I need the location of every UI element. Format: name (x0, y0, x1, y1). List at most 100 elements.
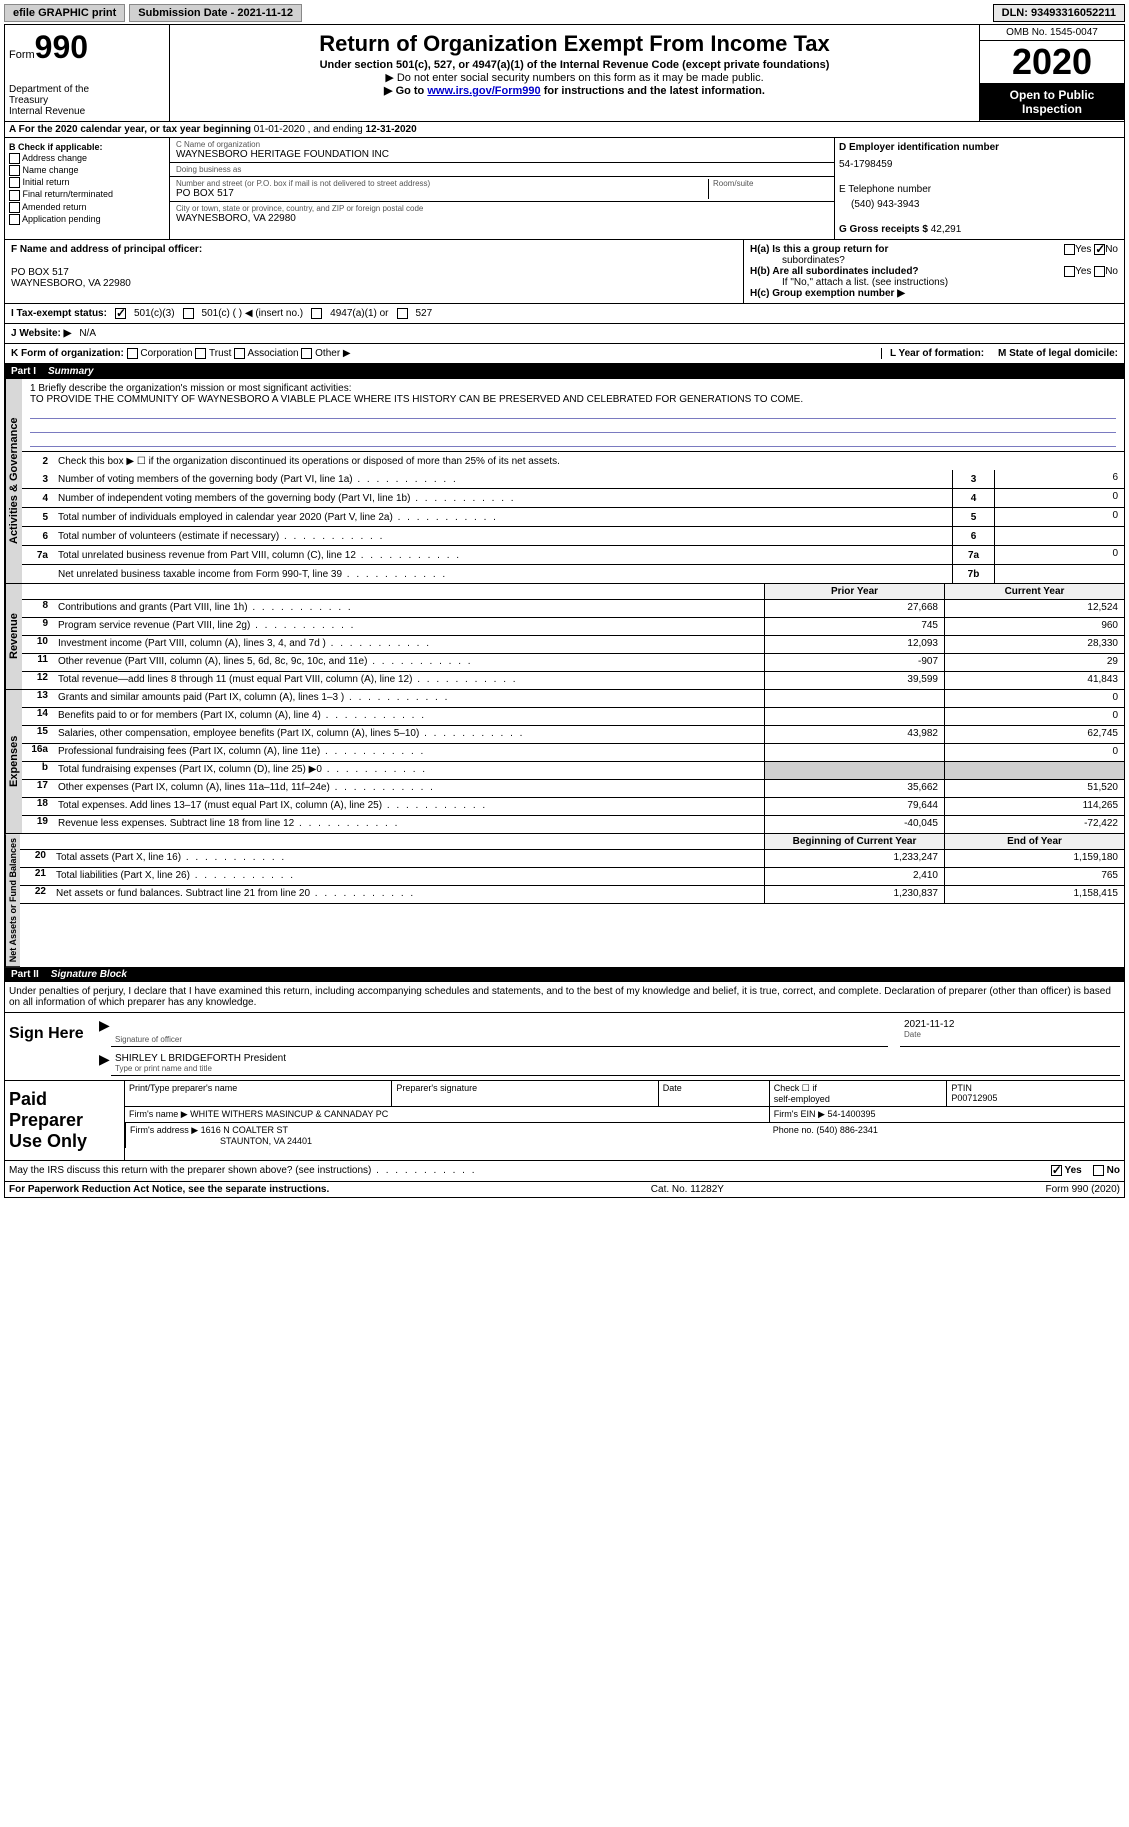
gov-row: 4 Number of independent voting members o… (22, 489, 1124, 508)
row-num: 12 (22, 672, 54, 689)
dept-line-1: Department of the (9, 84, 165, 95)
cb-hb-no[interactable] (1094, 266, 1105, 277)
row-val: 6 (994, 470, 1124, 488)
dept-line-3: Internal Revenue (9, 106, 165, 117)
row-current: 29 (944, 654, 1124, 671)
row-prior: 43,982 (764, 726, 944, 743)
irs-link[interactable]: www.irs.gov/Form990 (427, 85, 540, 97)
f-label: F Name and address of principal officer: (11, 244, 202, 255)
row-num: 18 (22, 798, 54, 815)
row-desc: Other revenue (Part VIII, column (A), li… (54, 654, 764, 671)
firm-ein-value: 54-1400395 (827, 1109, 875, 1119)
col-prior-year: Prior Year (764, 584, 944, 599)
row-current: 114,265 (944, 798, 1124, 815)
cb-ha-yes[interactable] (1064, 244, 1075, 255)
cb-hb-yes[interactable] (1064, 266, 1075, 277)
opt-other: Other ▶ (315, 348, 350, 359)
cb-association[interactable] (234, 348, 245, 359)
gov-row: 3 Number of voting members of the govern… (22, 470, 1124, 489)
row-num: 7a (22, 550, 54, 561)
cb-501c3[interactable] (115, 308, 126, 319)
cb-address-change[interactable] (9, 153, 20, 164)
row-current: 51,520 (944, 780, 1124, 797)
officer-line-1: PO BOX 517 (11, 267, 737, 278)
cb-initial-return[interactable] (9, 177, 20, 188)
cb-name-change[interactable] (9, 165, 20, 176)
opt-501c3: 501(c)(3) (134, 308, 175, 319)
gov-row: Net unrelated business taxable income fr… (22, 565, 1124, 584)
hb-label: H(b) Are all subordinates included? (750, 266, 919, 277)
row-desc: Total assets (Part X, line 16) (52, 850, 764, 867)
row-box: 5 (952, 508, 994, 526)
cb-4947[interactable] (311, 308, 322, 319)
col-current-year: Current Year (944, 584, 1124, 599)
row-desc: Salaries, other compensation, employee b… (54, 726, 764, 743)
cb-other[interactable] (301, 348, 312, 359)
dba-label: Doing business as (176, 165, 828, 174)
cb-ha-no[interactable] (1094, 244, 1105, 255)
row-num: 6 (22, 531, 54, 542)
row-prior: 79,644 (764, 798, 944, 815)
row-current: 960 (944, 618, 1124, 635)
opt-4947: 4947(a)(1) or (330, 308, 388, 319)
fin-row: 22 Net assets or fund balances. Subtract… (20, 886, 1124, 904)
cb-discuss-yes[interactable] (1051, 1165, 1062, 1176)
part-1-title: Summary (48, 366, 94, 377)
prep-h4a: Check ☐ if (774, 1083, 817, 1093)
section-f-officer: F Name and address of principal officer:… (5, 240, 744, 303)
form-of-org-row: K Form of organization: Corporation Trus… (5, 344, 1124, 364)
fin-row: 14 Benefits paid to or for members (Part… (22, 708, 1124, 726)
row-box: 6 (952, 527, 994, 545)
row-prior: 35,662 (764, 780, 944, 797)
row-current: 28,330 (944, 636, 1124, 653)
row-num: 21 (20, 868, 52, 885)
row-prior: 1,233,247 (764, 850, 944, 867)
submission-date-label: Submission Date - (138, 7, 237, 19)
ha-no-label: No (1105, 244, 1118, 255)
hb-yes-label: Yes (1075, 266, 1091, 277)
tax-exempt-status-row: I Tax-exempt status: 501(c)(3) 501(c) ( … (5, 304, 1124, 324)
submission-date-value: 2021-11-12 (237, 7, 293, 19)
ha-label-2: subordinates? (782, 255, 845, 266)
row-prior: 12,093 (764, 636, 944, 653)
row-desc: Investment income (Part VIII, column (A)… (54, 636, 764, 653)
row-num: 5 (22, 512, 54, 523)
cb-corporation[interactable] (127, 348, 138, 359)
period-end: 12-31-2020 (366, 124, 417, 135)
firm-addr-1: 1616 N COALTER ST (201, 1125, 288, 1135)
fin-row: 10 Investment income (Part VIII, column … (22, 636, 1124, 654)
cb-amended-return[interactable] (9, 202, 20, 213)
opt-final-return: Final return/terminated (23, 189, 114, 199)
row-num: 15 (22, 726, 54, 743)
hb-note: If "No," attach a list. (see instruction… (782, 277, 1118, 288)
firm-ein-label: Firm's EIN ▶ (774, 1109, 825, 1119)
sig-arrow-icon-2: ▶ (99, 1051, 110, 1068)
efile-print-button[interactable]: efile GRAPHIC print (4, 4, 125, 22)
fin-row: 18 Total expenses. Add lines 13–17 (must… (22, 798, 1124, 816)
row-prior (764, 708, 944, 725)
cb-trust[interactable] (195, 348, 206, 359)
prep-h5: PTIN (951, 1083, 972, 1093)
period-begin: 01-01-2020 (254, 124, 305, 135)
mission-text: TO PROVIDE THE COMMUNITY OF WAYNESBORO A… (30, 394, 1116, 405)
row-desc: Total revenue—add lines 8 through 11 (mu… (54, 672, 764, 689)
row-num: 10 (22, 636, 54, 653)
dln-box: DLN: 93493316052211 (993, 4, 1125, 22)
submission-date-button[interactable]: Submission Date - 2021-11-12 (129, 4, 302, 22)
city-label: City or town, state or province, country… (176, 204, 828, 213)
dept-line-2: Treasury (9, 95, 165, 106)
row-desc: Total fundraising expenses (Part IX, col… (54, 762, 764, 779)
cb-final-return[interactable] (9, 190, 20, 201)
row-current: 41,843 (944, 672, 1124, 689)
cb-527[interactable] (397, 308, 408, 319)
form-id-block: Form990 Department of the Treasury Inter… (5, 25, 170, 121)
row-current: 12,524 (944, 600, 1124, 617)
row-num: 9 (22, 618, 54, 635)
cb-discuss-no[interactable] (1093, 1165, 1104, 1176)
cb-501c[interactable] (183, 308, 194, 319)
cb-application-pending[interactable] (9, 214, 20, 225)
opt-address-change: Address change (22, 153, 87, 163)
officer-name: SHIRLEY L BRIDGEFORTH President (115, 1053, 1116, 1064)
row-desc: Benefits paid to or for members (Part IX… (54, 708, 764, 725)
opt-name-change: Name change (23, 165, 79, 175)
